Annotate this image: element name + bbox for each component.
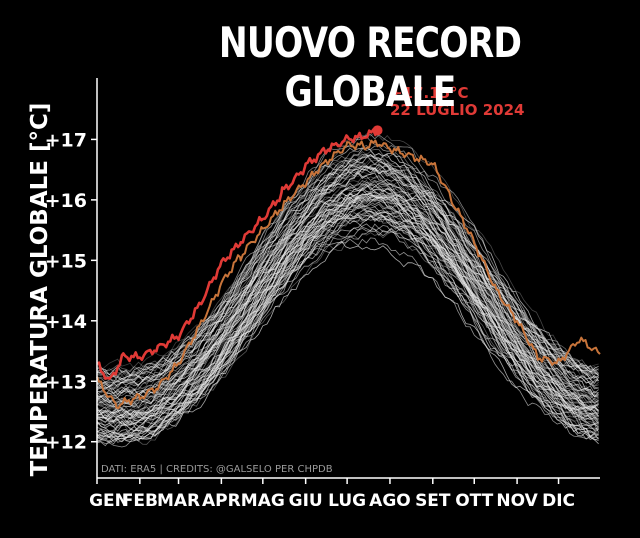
history-line: [96, 196, 599, 434]
x-tick-label: GEN: [89, 491, 129, 511]
history-line: [96, 180, 599, 407]
history-line: [96, 165, 599, 381]
history-line: [96, 223, 599, 442]
history-line: [96, 201, 599, 420]
x-tick-label: NOV: [496, 491, 538, 511]
x-tick-label: APR: [202, 491, 241, 511]
history-line: [96, 165, 599, 395]
series-line-2024: [96, 128, 379, 381]
history-line: [96, 154, 599, 398]
series-lines: [96, 125, 601, 410]
history-line: [96, 191, 599, 398]
history-line: [96, 237, 599, 448]
x-tick-label: MAG: [241, 491, 285, 511]
y-tick-label: +15: [45, 250, 87, 272]
x-tick-label: DIC: [542, 491, 575, 511]
y-tick-label: +17: [45, 129, 87, 151]
y-tick-label: +12: [45, 432, 87, 454]
x-tick-label: AGO: [369, 491, 411, 511]
history-line: [96, 179, 599, 394]
x-tick-label: OTT: [455, 491, 493, 511]
x-tick-label: SET: [415, 491, 451, 511]
history-line: [96, 193, 599, 441]
history-line: [96, 194, 599, 395]
y-tick-label: +13: [45, 371, 87, 393]
history-line: [96, 231, 599, 445]
series-line-2023: [96, 139, 601, 410]
history-line: [96, 213, 599, 425]
history-line: [96, 240, 599, 445]
history-line: [96, 180, 599, 408]
history-line: [96, 188, 599, 426]
x-tick-label: FEB: [122, 491, 158, 511]
annotation-date: 22 LUGLIO 2024: [390, 101, 524, 119]
x-tick-label: LUG: [328, 491, 366, 511]
history-line: [96, 205, 599, 447]
history-lines: [96, 132, 599, 448]
history-line: [96, 196, 599, 420]
history-line: [96, 204, 599, 422]
labels: TEMPERATURA GLOBALE [°C] +17.15°C22 LUGLI…: [27, 84, 524, 476]
x-tick-label: GIU: [289, 491, 323, 511]
chart-title: NUOVO RECORD GLOBALE: [218, 18, 522, 116]
history-line: [96, 210, 599, 434]
history-line: [96, 188, 599, 420]
credits-text: DATI: ERA5 | CREDITS: @GALSELO PER CHPDB: [101, 464, 333, 475]
history-line: [96, 153, 599, 411]
y-tick-label: +14: [45, 311, 87, 333]
history-line: [96, 213, 599, 443]
annotation-value: +17.15°C: [390, 84, 469, 102]
history-line: [96, 170, 599, 397]
y-axis-label: TEMPERATURA GLOBALE [°C]: [27, 103, 53, 477]
history-line: [96, 162, 599, 371]
history-line: [96, 150, 599, 380]
history-line: [96, 135, 599, 384]
history-line: [96, 196, 599, 426]
record-marker: [372, 125, 383, 136]
y-tick-label: +16: [45, 190, 87, 212]
x-tick-label: MAR: [157, 491, 200, 511]
